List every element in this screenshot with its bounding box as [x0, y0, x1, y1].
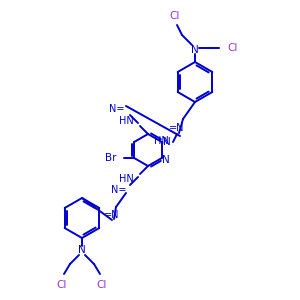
- Text: HN: HN: [154, 136, 169, 146]
- Text: HN: HN: [119, 116, 134, 126]
- Text: Br: Br: [105, 153, 116, 163]
- Text: Cl: Cl: [57, 280, 67, 290]
- Text: N=: N=: [110, 185, 126, 195]
- Text: Cl: Cl: [227, 43, 237, 53]
- Text: N: N: [163, 137, 171, 147]
- Text: N: N: [78, 245, 86, 255]
- Text: =N: =N: [104, 210, 120, 220]
- Text: =N: =N: [169, 123, 185, 133]
- Text: HN: HN: [119, 174, 134, 184]
- Text: N: N: [191, 45, 199, 55]
- Text: Cl: Cl: [170, 11, 180, 21]
- Text: N=: N=: [110, 104, 125, 114]
- Text: Cl: Cl: [97, 280, 107, 290]
- Text: N: N: [162, 155, 170, 165]
